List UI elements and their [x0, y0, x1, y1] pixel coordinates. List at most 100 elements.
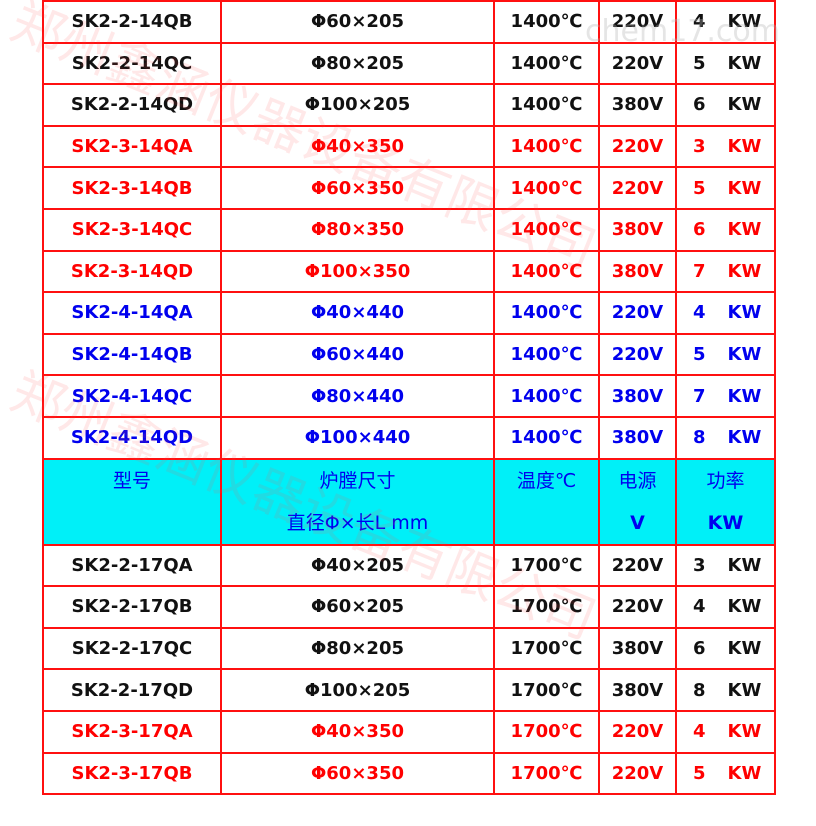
power-cell: 4 KW	[675, 291, 776, 335]
power-value: 5	[693, 344, 706, 366]
size-cell: Φ60×350	[220, 166, 495, 210]
model-cell: SK2-4-14QA	[42, 291, 222, 335]
size-cell: Φ100×205	[220, 668, 495, 712]
power-cell: 6 KW	[675, 207, 776, 252]
voltage-cell: 220V	[598, 124, 677, 169]
size-cell: Φ60×205	[220, 585, 495, 629]
voltage-cell: 220V	[598, 291, 677, 335]
power-cell: 8 KW	[675, 415, 776, 460]
table-row: SK2-4-14QB Φ60×440 1400℃ 220V 5 KW	[42, 332, 776, 377]
temp-cell: 1400℃	[493, 249, 600, 294]
voltage-cell: 220V	[598, 0, 677, 44]
table-row: SK2-2-17QC Φ80×205 1700℃ 380V 6 KW	[42, 626, 776, 671]
power-value: 5	[693, 762, 706, 784]
voltage-cell: 380V	[598, 626, 677, 671]
model-cell: SK2-3-14QC	[42, 207, 222, 252]
model-cell: SK2-2-14QD	[42, 83, 222, 127]
power-value: 7	[693, 385, 706, 407]
temp-cell: 1700℃	[493, 543, 600, 588]
model-cell: SK2-3-14QD	[42, 249, 222, 294]
spec-table: SK2-2-14QB Φ60×205 1400℃ 220V 4 KW SK2-2-1…	[42, 0, 776, 796]
voltage-cell: 220V	[598, 543, 677, 588]
power-value: 3	[693, 554, 706, 576]
power-cell: 7 KW	[675, 249, 776, 294]
temp-cell: 1400℃	[493, 415, 600, 460]
model-cell: SK2-3-17QA	[42, 709, 222, 754]
model-cell: SK2-4-14QD	[42, 415, 222, 460]
header-model: 型号	[42, 457, 222, 546]
model-cell: SK2-3-14QA	[42, 124, 222, 169]
table-row: SK2-2-17QA Φ40×205 1700℃ 220V 3 KW	[42, 543, 776, 588]
power-unit: KW	[727, 679, 762, 701]
temp-cell: 1400℃	[493, 332, 600, 377]
model-cell: SK2-2-17QA	[42, 543, 222, 588]
table-row: SK2-2-17QD Φ100×205 1700℃ 380V 8 KW	[42, 668, 776, 712]
power-unit: KW	[727, 177, 762, 199]
power-cell: 4 KW	[675, 585, 776, 629]
temp-cell: 1400℃	[493, 124, 600, 169]
model-cell: SK2-2-17QB	[42, 585, 222, 629]
table-row: SK2-4-14QA Φ40×440 1400℃ 220V 4 KW	[42, 291, 776, 335]
voltage-cell: 220V	[598, 332, 677, 377]
temp-cell: 1400℃	[493, 41, 600, 86]
temp-cell: 1700℃	[493, 668, 600, 712]
size-cell: Φ80×205	[220, 626, 495, 671]
voltage-cell: 380V	[598, 249, 677, 294]
size-cell: Φ60×350	[220, 751, 495, 796]
voltage-cell: 380V	[598, 207, 677, 252]
power-unit: KW	[727, 638, 762, 660]
model-cell: SK2-2-17QC	[42, 626, 222, 671]
table-row: SK2-3-14QC Φ80×350 1400℃ 380V 6 KW	[42, 207, 776, 252]
power-value: 6	[693, 219, 706, 241]
power-unit: KW	[727, 721, 762, 743]
power-value: 5	[693, 177, 706, 199]
power-cell: 5 KW	[675, 41, 776, 86]
power-unit: KW	[727, 762, 762, 784]
power-cell: 3 KW	[675, 543, 776, 588]
temp-cell: 1400℃	[493, 83, 600, 127]
table-row: SK2-3-14QA Φ40×350 1400℃ 220V 3 KW	[42, 124, 776, 169]
table-row: SK2-2-14QB Φ60×205 1400℃ 220V 4 KW	[42, 0, 776, 44]
power-cell: 8 KW	[675, 668, 776, 712]
table-row: SK2-2-17QB Φ60×205 1700℃ 220V 4 KW	[42, 585, 776, 629]
table-row: SK2-3-17QA Φ40×350 1700℃ 220V 4 KW	[42, 709, 776, 754]
temp-cell: 1700℃	[493, 585, 600, 629]
power-unit: KW	[727, 94, 762, 116]
power-unit: KW	[727, 136, 762, 158]
power-unit: KW	[727, 344, 762, 366]
power-cell: 7 KW	[675, 374, 776, 418]
size-cell: Φ100×205	[220, 83, 495, 127]
power-unit: KW	[727, 52, 762, 74]
temp-cell: 1700℃	[493, 751, 600, 796]
power-cell: 5 KW	[675, 332, 776, 377]
model-cell: SK2-3-14QB	[42, 166, 222, 210]
power-value: 3	[693, 136, 706, 158]
table-row: SK2-3-14QB Φ60×350 1400℃ 220V 5 KW	[42, 166, 776, 210]
size-cell: Φ100×440	[220, 415, 495, 460]
power-unit: KW	[727, 554, 762, 576]
size-cell: Φ100×350	[220, 249, 495, 294]
model-cell: SK2-4-14QC	[42, 374, 222, 418]
table-header-row: 型号 炉膛尺寸 直径Φ×长L mm 温度℃ 电源 V 功率 KW	[42, 457, 776, 546]
header-chamber: 炉膛尺寸 直径Φ×长L mm	[220, 457, 495, 546]
temp-cell: 1400℃	[493, 0, 600, 44]
power-value: 4	[693, 721, 706, 743]
power-unit: KW	[727, 385, 762, 407]
temp-cell: 1700℃	[493, 626, 600, 671]
table-row: SK2-3-14QD Φ100×350 1400℃ 380V 7 KW	[42, 249, 776, 294]
table-row: SK2-2-14QD Φ100×205 1400℃ 380V 6 KW	[42, 83, 776, 127]
power-cell: 5 KW	[675, 751, 776, 796]
voltage-cell: 380V	[598, 374, 677, 418]
power-unit: KW	[727, 219, 762, 241]
power-unit: KW	[727, 302, 762, 324]
temp-cell: 1400℃	[493, 207, 600, 252]
power-value: 4	[693, 11, 706, 33]
power-unit: KW	[727, 427, 762, 449]
power-unit: KW	[727, 260, 762, 282]
table-row: SK2-4-14QC Φ80×440 1400℃ 380V 7 KW	[42, 374, 776, 418]
size-cell: Φ40×350	[220, 124, 495, 169]
voltage-cell: 220V	[598, 585, 677, 629]
power-value: 6	[693, 638, 706, 660]
size-cell: Φ80×440	[220, 374, 495, 418]
power-cell: 4 KW	[675, 0, 776, 44]
